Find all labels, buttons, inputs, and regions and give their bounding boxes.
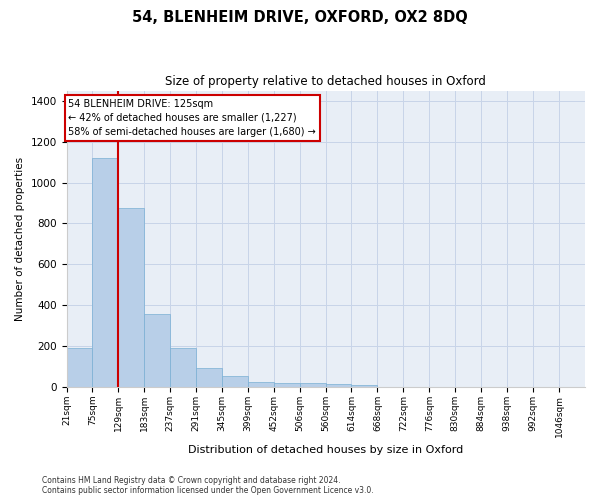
Bar <box>170 348 196 387</box>
Title: Size of property relative to detached houses in Oxford: Size of property relative to detached ho… <box>166 75 486 88</box>
Bar <box>92 158 118 387</box>
Bar <box>248 382 274 387</box>
Bar <box>352 385 377 387</box>
Bar <box>145 314 170 387</box>
Bar <box>274 382 299 387</box>
Bar <box>196 368 222 387</box>
Text: 54 BLENHEIM DRIVE: 125sqm
← 42% of detached houses are smaller (1,227)
58% of se: 54 BLENHEIM DRIVE: 125sqm ← 42% of detac… <box>68 98 316 136</box>
Text: 54, BLENHEIM DRIVE, OXFORD, OX2 8DQ: 54, BLENHEIM DRIVE, OXFORD, OX2 8DQ <box>132 10 468 25</box>
Bar <box>67 348 92 387</box>
Bar <box>118 208 145 387</box>
Bar <box>326 384 352 387</box>
Y-axis label: Number of detached properties: Number of detached properties <box>15 156 25 321</box>
X-axis label: Distribution of detached houses by size in Oxford: Distribution of detached houses by size … <box>188 445 463 455</box>
Text: Contains HM Land Registry data © Crown copyright and database right 2024.
Contai: Contains HM Land Registry data © Crown c… <box>42 476 374 495</box>
Bar <box>222 376 248 387</box>
Bar <box>299 384 326 387</box>
